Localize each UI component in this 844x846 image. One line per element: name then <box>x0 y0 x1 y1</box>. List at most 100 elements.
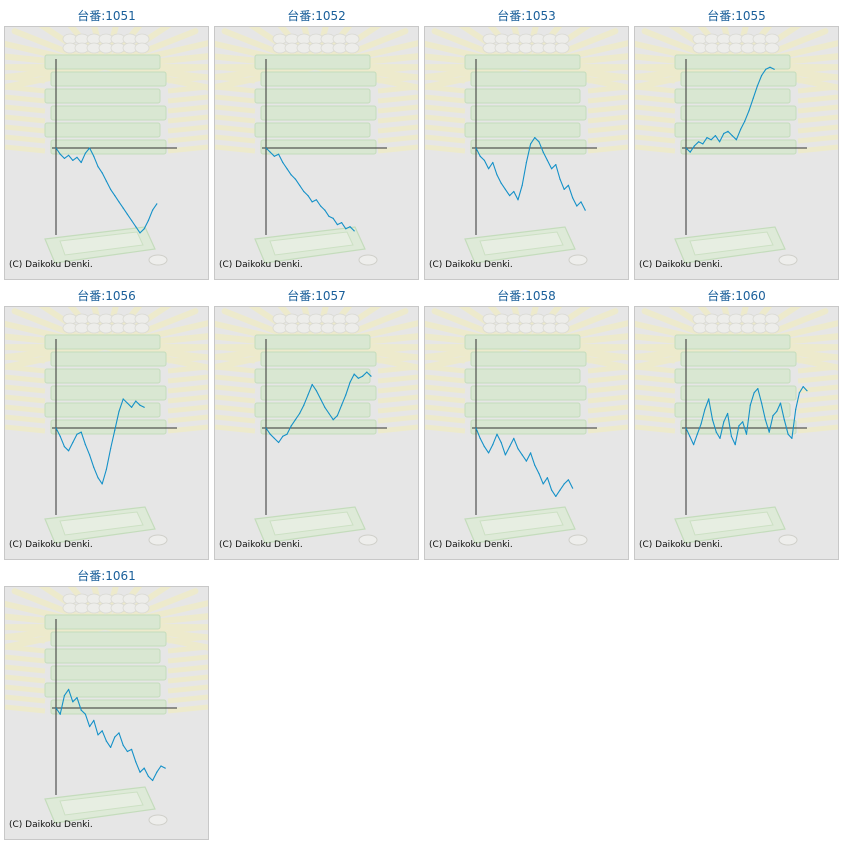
machine-number-title[interactable]: 台番:1061 <box>77 569 136 583</box>
sunburst-ray <box>167 644 208 654</box>
medal-box-icon <box>50 385 167 401</box>
data-point <box>156 771 158 773</box>
data-point <box>492 161 494 164</box>
coin-icon <box>148 534 168 546</box>
background-artwork <box>635 27 838 266</box>
medal-tray-inner <box>59 791 144 816</box>
graph-cell[interactable]: 台番:1052 (C) Daikoku Denki. <box>214 6 419 280</box>
sunburst-ray <box>377 334 418 344</box>
data-point <box>488 168 490 170</box>
medal-tray-inner <box>59 511 144 536</box>
sunburst-ray <box>5 414 46 424</box>
medal-icon <box>134 33 150 45</box>
graph-svg <box>635 27 838 266</box>
medal-box-icon <box>680 139 797 155</box>
data-point <box>795 408 797 410</box>
graph-cell[interactable]: 台番:1061 (C) Daikoku Denki. <box>4 566 209 840</box>
sunburst-ray <box>425 384 466 394</box>
data-point <box>525 460 527 462</box>
data-point <box>745 433 748 435</box>
graph-cell[interactable]: 台番:1060 (C) Daikoku Denki. <box>634 286 839 560</box>
data-point <box>265 147 267 149</box>
copyright-text: (C) Daikoku Denki. <box>219 540 303 550</box>
sunburst-ray <box>377 344 418 354</box>
graph-cell[interactable]: 台番:1056 (C) Daikoku Denki. <box>4 286 209 560</box>
sunburst-ray <box>167 614 208 624</box>
graph-cell[interactable]: 台番:1053 (C) Daikoku Denki. <box>424 6 629 280</box>
sunburst-ray <box>215 74 256 84</box>
data-point <box>521 454 523 456</box>
data-point <box>685 147 687 149</box>
data-point <box>509 446 511 448</box>
sunburst-ray <box>587 374 628 384</box>
medal-box-icon <box>260 139 377 155</box>
sunburst-ray <box>215 84 256 94</box>
sunburst-ray <box>215 104 256 114</box>
graph-frame: (C) Daikoku Denki. <box>424 26 629 280</box>
graph-cell[interactable]: 台番:1057 (C) Daikoku Denki. <box>214 286 419 560</box>
sunburst-ray <box>635 384 676 394</box>
machine-number-title[interactable]: 台番:1056 <box>77 289 136 303</box>
sunburst-ray <box>167 634 208 644</box>
sunburst-ray <box>635 344 676 354</box>
machine-number-title[interactable]: 台番:1057 <box>287 289 346 303</box>
data-point <box>723 132 725 135</box>
data-point <box>278 441 280 444</box>
data-point <box>89 147 91 149</box>
machine-number-title[interactable]: 台番:1055 <box>707 9 766 23</box>
data-point <box>475 147 477 149</box>
graph-svg <box>5 27 208 266</box>
medal-box-icon <box>44 122 161 138</box>
medal-icon <box>134 313 150 325</box>
graph-cell[interactable]: 台番:1055 (C) Daikoku Denki. <box>634 6 839 280</box>
data-point <box>538 141 540 143</box>
data-point <box>97 166 99 168</box>
data-point <box>483 446 485 448</box>
sunburst-ray <box>797 404 838 414</box>
machine-number-title[interactable]: 台番:1052 <box>287 9 346 23</box>
medal-box-icon <box>50 139 167 155</box>
sunburst-ray <box>587 64 628 74</box>
medal-box-icon <box>254 122 371 138</box>
medal-icon <box>344 322 360 334</box>
data-point <box>517 448 519 450</box>
data-point <box>299 184 301 186</box>
copyright-text: (C) Daikoku Denki. <box>9 260 93 270</box>
graph-frame: (C) Daikoku Denki. <box>4 586 209 840</box>
sunburst-ray <box>587 144 628 154</box>
data-point <box>89 454 91 456</box>
data-point <box>496 433 498 435</box>
sunburst-ray <box>167 394 208 404</box>
machine-number-title[interactable]: 台番:1053 <box>497 9 556 23</box>
sunburst-ray <box>635 424 676 434</box>
data-point <box>68 688 70 690</box>
data-point <box>315 390 317 392</box>
sunburst-ray <box>425 394 466 404</box>
medal-box-icon <box>260 351 377 367</box>
medal-box-icon <box>260 105 377 121</box>
data-point <box>93 719 95 721</box>
sunburst-ray <box>635 134 676 144</box>
data-point <box>76 156 78 158</box>
machine-number-title[interactable]: 台番:1058 <box>497 289 556 303</box>
data-point <box>563 483 565 485</box>
sunburst-ray <box>5 114 46 124</box>
machine-number-title[interactable]: 台番:1051 <box>77 9 136 23</box>
graph-cell[interactable]: 台番:1051 (C) Daikoku Denki. <box>4 6 209 280</box>
data-point <box>710 139 712 141</box>
medal-icon <box>554 313 570 325</box>
data-point <box>530 452 532 454</box>
graph-cell[interactable]: 台番:1058 (C) Daikoku Denki. <box>424 286 629 560</box>
data-point <box>772 415 774 417</box>
machine-number-title[interactable]: 台番:1060 <box>707 289 766 303</box>
data-point <box>700 423 702 425</box>
data-point <box>126 750 128 753</box>
data-point <box>559 489 561 491</box>
sunburst-ray <box>5 694 46 704</box>
data-point <box>756 85 758 87</box>
data-point <box>546 159 548 161</box>
sunburst-ray <box>425 374 466 384</box>
sunburst-ray <box>167 404 208 414</box>
data-point <box>294 419 296 421</box>
sunburst-ray <box>215 124 256 134</box>
